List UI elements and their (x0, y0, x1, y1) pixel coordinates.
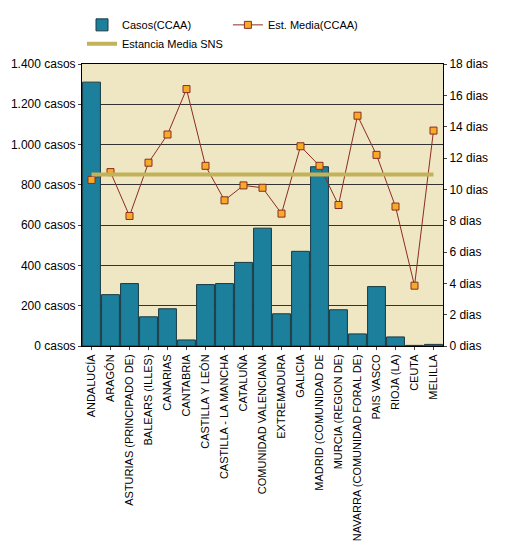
svg-text:CANTABRIA: CANTABRIA (180, 354, 192, 417)
svg-text:BALEARS (ILLES): BALEARS (ILLES) (142, 354, 154, 445)
svg-text:600 casos: 600 casos (21, 218, 76, 232)
svg-text:MADRID (COMUNIDAD DE: MADRID (COMUNIDAD DE (313, 354, 325, 490)
svg-text:Est. Media(CCAA): Est. Media(CCAA) (268, 19, 358, 31)
svg-text:ASTURIAS (PRINCIPADO DE): ASTURIAS (PRINCIPADO DE) (123, 354, 135, 505)
svg-text:CEUTA: CEUTA (408, 354, 420, 391)
svg-text:8 dias: 8 dias (449, 214, 481, 228)
svg-text:PAIS VASCO: PAIS VASCO (370, 354, 382, 419)
svg-text:RIOJA (LA): RIOJA (LA) (389, 354, 401, 410)
svg-text:4 dias: 4 dias (449, 277, 481, 291)
svg-text:18 dias: 18 dias (449, 57, 488, 71)
svg-text:Estancia Media SNS: Estancia Media SNS (122, 38, 223, 50)
svg-text:COMUNIDAD VALENCIANA: COMUNIDAD VALENCIANA (256, 354, 268, 494)
svg-text:400 casos: 400 casos (21, 259, 76, 273)
svg-text:1.400 casos: 1.400 casos (11, 57, 76, 71)
svg-text:16 dias: 16 dias (449, 89, 488, 103)
svg-text:Casos(CCAA): Casos(CCAA) (122, 19, 191, 31)
svg-text:EXTREMADURA: EXTREMADURA (275, 354, 287, 439)
svg-text:0 casos: 0 casos (34, 339, 75, 353)
svg-text:2 dias: 2 dias (449, 308, 481, 322)
svg-text:CANARIAS: CANARIAS (161, 354, 173, 410)
svg-text:1.200 casos: 1.200 casos (11, 97, 76, 111)
svg-text:14 dias: 14 dias (449, 120, 488, 134)
svg-text:0 dias: 0 dias (449, 339, 481, 353)
svg-text:800 casos: 800 casos (21, 178, 76, 192)
svg-text:CASTILLA Y LEÓN: CASTILLA Y LEÓN (199, 354, 211, 448)
svg-text:GALICIA: GALICIA (294, 354, 306, 398)
svg-text:CASTILLA - LA MANCHA: CASTILLA - LA MANCHA (218, 354, 230, 479)
svg-text:12 dias: 12 dias (449, 151, 488, 165)
svg-text:6 dias: 6 dias (449, 245, 481, 259)
svg-text:MELILLA: MELILLA (427, 354, 439, 400)
svg-text:ANDALUCÍA: ANDALUCÍA (85, 354, 97, 418)
svg-text:1.000 casos: 1.000 casos (11, 138, 76, 152)
svg-text:200 casos: 200 casos (21, 299, 76, 313)
svg-text:MURCIA (REGION DE): MURCIA (REGION DE) (332, 354, 344, 469)
svg-text:NAVARRA (COMUNIDAD FORAL DE): NAVARRA (COMUNIDAD FORAL DE) (351, 354, 363, 541)
svg-text:CATALUÑA: CATALUÑA (237, 354, 249, 412)
svg-text:10 dias: 10 dias (449, 183, 488, 197)
svg-text:ARAGÓN: ARAGÓN (104, 354, 116, 402)
